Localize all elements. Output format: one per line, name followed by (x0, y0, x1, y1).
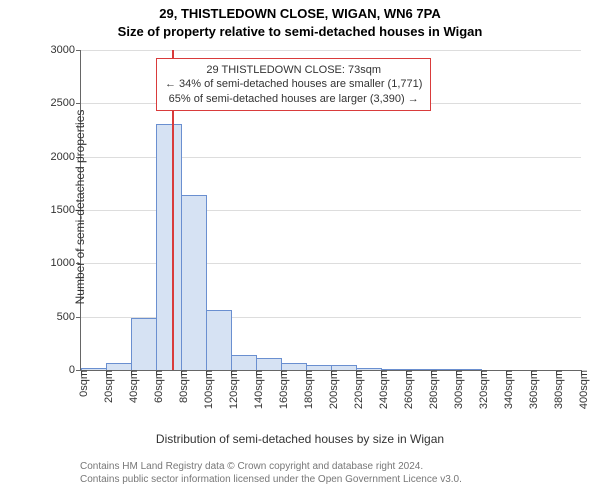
gridline-horizontal (81, 50, 581, 51)
plot-area: 0500100015002000250030000sqm20sqm40sqm60… (80, 50, 581, 371)
histogram-bar (406, 369, 432, 370)
xtick-label: 80sqm (172, 370, 190, 403)
annotation-line: 29 THISTLEDOWN CLOSE: 73sqm (165, 63, 422, 77)
histogram-bar (231, 355, 257, 370)
xtick-label: 200sqm (322, 370, 340, 409)
xtick-label: 360sqm (522, 370, 540, 409)
xtick-label: 0sqm (72, 370, 90, 397)
xtick-label: 240sqm (372, 370, 390, 409)
annotation-line: 65% of semi-detached houses are larger (… (165, 92, 422, 106)
y-axis-label: Number of semi-detached properties (73, 47, 87, 367)
footer-attribution: Contains HM Land Registry data © Crown c… (80, 460, 462, 486)
histogram-bar (206, 310, 232, 370)
xtick-label: 400sqm (572, 370, 590, 409)
histogram-bar (381, 369, 407, 370)
xtick-label: 260sqm (397, 370, 415, 409)
xtick-label: 340sqm (497, 370, 515, 409)
histogram-bar (281, 363, 307, 370)
histogram-bar (331, 365, 357, 370)
xtick-label: 120sqm (222, 370, 240, 409)
xtick-label: 60sqm (147, 370, 165, 403)
xtick-label: 40sqm (122, 370, 140, 403)
histogram-bar (256, 358, 282, 370)
chart-container: 29, THISTLEDOWN CLOSE, WIGAN, WN6 7PA Si… (0, 0, 600, 500)
histogram-bar (131, 318, 157, 370)
xtick-label: 320sqm (472, 370, 490, 409)
xtick-label: 380sqm (547, 370, 565, 409)
xtick-label: 160sqm (272, 370, 290, 409)
annotation-box: 29 THISTLEDOWN CLOSE: 73sqm← 34% of semi… (156, 58, 431, 111)
histogram-bar (306, 365, 332, 370)
xtick-label: 20sqm (97, 370, 115, 403)
xtick-label: 220sqm (347, 370, 365, 409)
histogram-bar (356, 368, 382, 370)
histogram-bar (456, 369, 482, 370)
xtick-label: 300sqm (447, 370, 465, 409)
x-axis-label: Distribution of semi-detached houses by … (0, 432, 600, 446)
footer-line-2: Contains public sector information licen… (80, 473, 462, 486)
histogram-bar (431, 369, 457, 370)
title-line-2: Size of property relative to semi-detach… (0, 24, 600, 39)
footer-line-1: Contains HM Land Registry data © Crown c… (80, 460, 462, 473)
annotation-line: ← 34% of semi-detached houses are smalle… (165, 77, 422, 91)
xtick-label: 140sqm (247, 370, 265, 409)
histogram-bar (81, 368, 107, 370)
title-line-1: 29, THISTLEDOWN CLOSE, WIGAN, WN6 7PA (0, 6, 600, 21)
xtick-label: 280sqm (422, 370, 440, 409)
histogram-bar (156, 124, 182, 370)
xtick-label: 100sqm (197, 370, 215, 409)
histogram-bar (106, 363, 132, 370)
xtick-label: 180sqm (297, 370, 315, 409)
histogram-bar (181, 195, 207, 370)
